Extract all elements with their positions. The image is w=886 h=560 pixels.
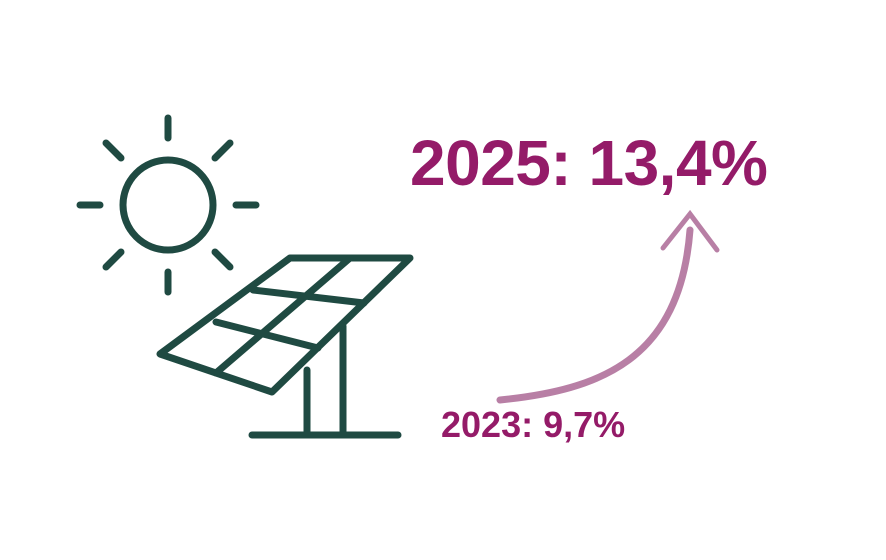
previous-value: 2023: 9,7%: [441, 404, 626, 445]
sun-icon: [76, 114, 260, 296]
current-value: 2025: 13,4%: [410, 127, 768, 199]
trend-arrow-icon: [496, 209, 720, 404]
solar-panel-icon: [156, 254, 414, 439]
